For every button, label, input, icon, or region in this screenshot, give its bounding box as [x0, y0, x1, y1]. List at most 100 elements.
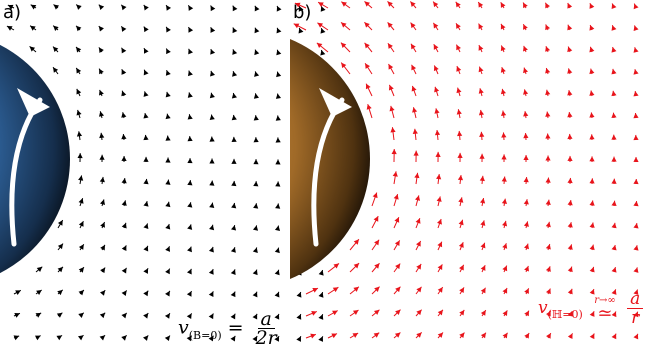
- field-arrowhead: [501, 176, 507, 182]
- field-arrowhead: [274, 313, 280, 320]
- field-arrowhead: [388, 84, 394, 91]
- field-arrowhead: [458, 197, 464, 203]
- field-arrowhead: [317, 22, 324, 28]
- field-arrowhead: [589, 244, 595, 251]
- field-arrowhead: [353, 263, 360, 269]
- field-arrowhead: [165, 201, 171, 208]
- formula-b-num: a: [627, 290, 644, 309]
- field-arrowhead: [410, 43, 416, 50]
- field-arrowhead: [567, 155, 573, 161]
- field-arrowhead: [121, 26, 127, 32]
- field-arrowhead: [208, 335, 214, 342]
- field-arrowhead: [165, 113, 171, 120]
- field-arrowhead: [388, 64, 394, 70]
- field-arrowhead: [567, 177, 573, 184]
- field-arrowhead: [76, 88, 82, 95]
- field-arrowhead: [611, 112, 617, 118]
- field-arrowhead: [456, 87, 462, 94]
- field-arrowhead: [231, 225, 237, 231]
- field-arrowhead: [633, 201, 639, 207]
- field-arrowhead: [293, 23, 300, 29]
- field-arrowhead: [365, 83, 371, 90]
- formula-b-sub: (ℍ=0): [547, 308, 583, 321]
- field-arrowhead: [501, 198, 507, 205]
- field-arrowhead: [165, 290, 170, 297]
- field-arrowhead: [99, 154, 105, 160]
- field-arrowhead: [387, 22, 393, 28]
- field-arrowhead: [414, 172, 420, 179]
- field-arrowhead: [143, 4, 149, 11]
- field-arrowhead: [164, 313, 170, 319]
- field-arrowhead: [30, 4, 37, 10]
- field-arrowhead: [611, 311, 617, 318]
- field-arrowhead: [98, 47, 104, 53]
- field-arrowhead: [231, 202, 237, 209]
- field-arrowhead: [253, 203, 259, 209]
- field-arrowhead: [76, 25, 82, 32]
- field-arrowhead: [589, 112, 595, 118]
- field-arrowhead: [252, 335, 258, 342]
- field-arrowhead: [100, 222, 105, 228]
- field-arrowhead: [611, 47, 617, 53]
- field-arrowhead: [121, 312, 127, 319]
- field-arrowhead: [545, 2, 550, 9]
- field-arrowhead: [230, 291, 236, 298]
- field-arrowhead: [457, 130, 463, 137]
- field-arrowhead: [121, 112, 127, 118]
- field-arrowhead: [166, 26, 171, 33]
- field-arrowhead: [457, 175, 464, 181]
- field-arrowhead: [611, 90, 617, 97]
- field-arrowhead: [34, 335, 41, 341]
- field-arrowhead: [416, 263, 422, 270]
- field-arrowhead: [523, 111, 529, 117]
- field-arrowhead: [611, 244, 617, 251]
- field-arrowhead: [252, 269, 258, 276]
- field-arrowhead: [310, 333, 316, 339]
- field-arrowhead: [143, 268, 149, 274]
- field-arrowhead: [165, 70, 171, 76]
- field-arrowhead: [232, 49, 238, 55]
- field-arrowhead: [478, 45, 484, 51]
- field-arrowhead: [76, 4, 82, 10]
- field-arrowhead: [78, 312, 84, 318]
- field-arrowhead: [500, 23, 506, 30]
- field-arrowhead: [366, 104, 372, 110]
- field-arrowhead: [456, 44, 461, 51]
- field-arrowhead: [29, 46, 36, 52]
- field-arrowhead: [275, 203, 281, 209]
- field-arrowhead: [523, 133, 529, 139]
- field-arrowhead: [274, 225, 281, 231]
- field-arrowhead: [416, 309, 422, 316]
- field-arrowhead: [78, 198, 84, 204]
- field-arrowhead: [231, 180, 237, 187]
- field-arrowhead: [320, 28, 326, 34]
- field-arrowhead: [545, 266, 551, 272]
- field-arrowhead: [352, 333, 359, 338]
- field-arrowhead: [209, 202, 215, 209]
- field-arrowhead: [459, 287, 465, 294]
- field-arrowhead: [276, 49, 282, 56]
- field-arrowhead: [187, 224, 193, 230]
- formula-a: v(B=0) = a 2r: [178, 310, 277, 348]
- field-arrowhead: [433, 65, 439, 72]
- formula-b-rel: r→∞ ≃: [594, 295, 616, 322]
- field-arrowhead: [500, 67, 506, 73]
- field-arrowhead: [143, 91, 149, 97]
- field-arrowhead: [395, 309, 401, 315]
- field-arrowhead: [459, 309, 465, 316]
- formula-a-sub: (B=0): [188, 328, 222, 342]
- field-arrowhead: [56, 312, 63, 318]
- field-arrowhead: [545, 155, 551, 161]
- field-arrowhead: [121, 47, 127, 54]
- field-arrowhead: [437, 218, 442, 225]
- field-arrowhead: [589, 266, 595, 273]
- panel-label-b: b): [293, 2, 312, 23]
- field-arrowhead: [589, 222, 595, 228]
- field-arrowhead: [545, 288, 551, 295]
- field-arrowhead: [633, 223, 639, 229]
- field-arrowhead: [545, 244, 551, 250]
- field-arrowhead: [52, 46, 59, 53]
- field-arrowhead: [457, 152, 463, 158]
- field-arrowhead: [589, 24, 595, 31]
- field-arrowhead: [210, 5, 216, 12]
